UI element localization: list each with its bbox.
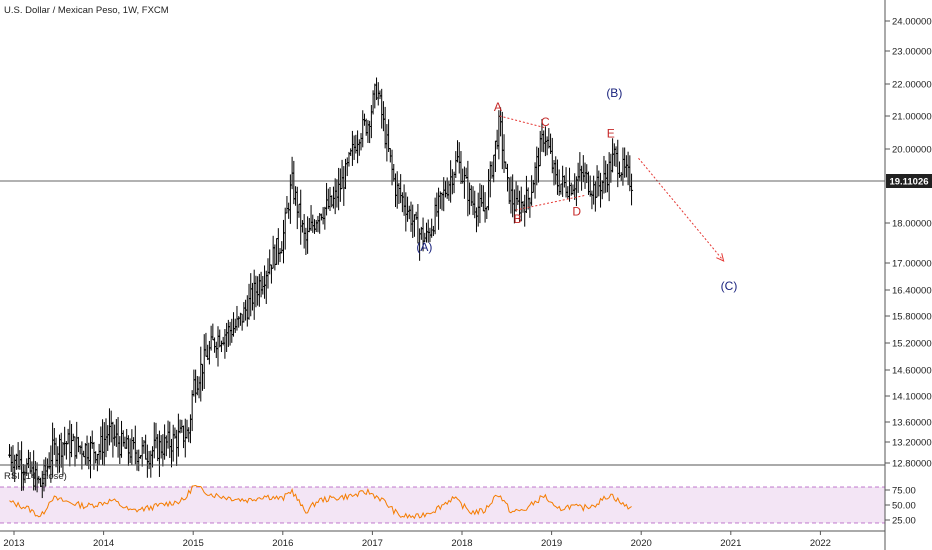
time-tick-label: 2021 <box>720 538 741 549</box>
price-tick-label: 22.00000 <box>892 80 932 91</box>
wave-label: (B) <box>606 86 622 100</box>
time-tick-label: 2022 <box>810 538 831 549</box>
projection-arrow-head <box>716 253 725 262</box>
rsi-tick-label: 50.00 <box>892 501 916 512</box>
price-tick-label: 13.60000 <box>892 418 932 429</box>
price-tick-label: 23.00000 <box>892 47 932 58</box>
price-tick-label: 17.00000 <box>892 259 932 270</box>
rsi-axis: 75.00 50.00 25.00 <box>885 486 916 527</box>
time-tick-label: 2016 <box>272 538 293 549</box>
price-tick-label: 14.10000 <box>892 392 932 403</box>
last-price-badge <box>886 174 932 188</box>
wave-label: C <box>541 115 550 129</box>
price-axis: 24.00000 23.00000 22.00000 21.00000 20.00000… <box>885 17 932 470</box>
price-tick-label: 16.40000 <box>892 286 932 297</box>
price-tick-label: 15.80000 <box>892 312 932 323</box>
time-tick-label: 2020 <box>631 538 652 549</box>
wave-label: (C) <box>721 279 738 293</box>
price-tick-label: 13.20000 <box>892 438 932 449</box>
time-tick-label: 2018 <box>451 538 472 549</box>
price-bars <box>8 77 634 499</box>
chart-title: U.S. Dollar / Mexican Peso, 1W, FXCM <box>4 5 169 16</box>
price-tick-label: 20.00000 <box>892 145 932 156</box>
wave-label: (A) <box>416 240 432 254</box>
price-tick-label: 24.00000 <box>892 17 932 28</box>
last-price-value: 19.11026 <box>889 177 928 188</box>
price-tick-label: 12.80000 <box>892 459 932 470</box>
time-tick-label: 2015 <box>183 538 204 549</box>
price-tick-label: 14.60000 <box>892 366 932 377</box>
rsi-label: RSI (14, close) <box>4 471 67 482</box>
time-tick-label: 2019 <box>541 538 562 549</box>
time-tick-label: 2017 <box>362 538 383 549</box>
time-axis: 2013 2014 2015 2016 2017 2018 2019 2020 2021 2022 <box>3 531 831 549</box>
wave-label: D <box>572 205 581 219</box>
price-tick-label: 15.20000 <box>892 339 932 350</box>
wave-label: B <box>514 212 522 226</box>
wave-label: A <box>494 100 502 114</box>
ohlc-bar <box>630 173 634 206</box>
price-tick-label: 18.00000 <box>892 219 932 230</box>
wave-annotations: (A) A B C D (B) E (C) <box>416 86 737 293</box>
rsi-tick-label: 75.00 <box>892 486 916 497</box>
rsi-tick-label: 25.00 <box>892 516 916 527</box>
time-tick-label: 2014 <box>93 538 114 549</box>
price-tick-label: 21.00000 <box>892 112 932 123</box>
wave-label: E <box>607 126 615 140</box>
rsi-line <box>9 484 632 520</box>
time-tick-label: 2013 <box>3 538 24 549</box>
